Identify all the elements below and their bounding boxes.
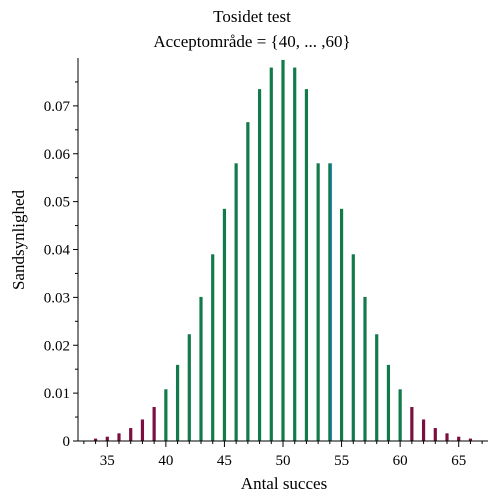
y-axis-title: Sandsynlighed <box>9 189 28 290</box>
bar-36 <box>117 433 121 441</box>
bar-45 <box>222 208 227 441</box>
bar-40 <box>164 389 168 441</box>
bar-57 <box>363 296 367 441</box>
bar-42 <box>187 334 191 441</box>
x-tick-label: 55 <box>334 453 349 469</box>
x-tick-label: 50 <box>276 453 291 469</box>
bar-50 <box>281 59 285 442</box>
y-tick-label: 0.03 <box>44 290 70 306</box>
bar-62 <box>421 419 426 441</box>
x-tick-label: 65 <box>451 453 466 469</box>
y-tick-label: 0.02 <box>44 338 70 354</box>
x-axis-title: Antal succes <box>241 474 327 493</box>
bar-38 <box>140 419 145 441</box>
bar-63 <box>433 428 437 441</box>
bar-52 <box>304 89 309 442</box>
bar-35 <box>105 436 109 441</box>
chart-subtitle: Acceptområde = {40, ... ,60} <box>153 32 350 51</box>
y-tick-label: 0.04 <box>44 243 71 259</box>
bar-48 <box>257 89 262 442</box>
bar-47 <box>246 122 250 442</box>
x-tick-label: 35 <box>100 453 115 469</box>
bar-34 <box>93 438 98 441</box>
bar-37 <box>129 428 133 441</box>
bar-65 <box>457 436 461 441</box>
bar-66 <box>468 438 473 441</box>
chart-title: Tosidet test <box>213 7 291 26</box>
bar-61 <box>410 407 414 441</box>
bar-54 <box>328 163 332 441</box>
y-tick-label: 0 <box>63 434 71 450</box>
bar-64 <box>445 433 449 441</box>
bar-58 <box>375 334 379 441</box>
y-tick-label: 0.05 <box>44 195 70 211</box>
x-tick-label: 40 <box>158 453 173 469</box>
bar-59 <box>386 364 391 441</box>
bar-41 <box>175 364 180 441</box>
x-tick-label: 60 <box>393 453 408 469</box>
bar-44 <box>211 254 215 441</box>
y-tick-label: 0.07 <box>44 99 71 115</box>
bar-39 <box>152 407 156 441</box>
y-tick-label: 0.06 <box>44 147 71 163</box>
bar-51 <box>293 67 297 441</box>
bar-60 <box>398 389 402 441</box>
bar-46 <box>234 163 238 441</box>
x-tick-label: 45 <box>217 453 232 469</box>
bar-55 <box>339 208 344 441</box>
axes-layer: 0 0.01 0.02 0.03 0.04 0.05 0.06 0.07 35 40 45 50 55 6… <box>44 58 488 469</box>
bar-49 <box>269 67 273 441</box>
bar-43 <box>199 296 203 441</box>
y-tick-label: 0.01 <box>44 386 70 402</box>
bar-53 <box>316 163 320 441</box>
bar-56 <box>351 254 355 441</box>
bars-layer <box>93 59 473 442</box>
